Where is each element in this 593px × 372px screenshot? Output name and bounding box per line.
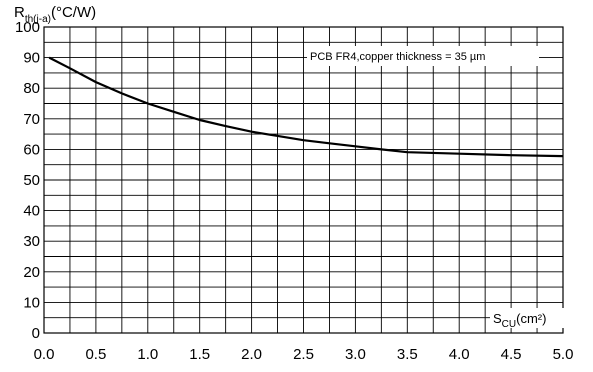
y-tick-label: 20 bbox=[23, 264, 40, 281]
y-tick-label: 30 bbox=[23, 233, 40, 250]
annotation-background bbox=[307, 46, 539, 66]
series-line-rth bbox=[48, 56, 564, 158]
y-axis-label-main: R bbox=[14, 4, 25, 21]
grid-lines bbox=[44, 27, 563, 333]
y-tick-label: 10 bbox=[23, 294, 40, 311]
x-tick-labels: 0.0 0.5 1.0 1.5 2.0 2.5 3.0 3.5 4.0 4.5 5.0 bbox=[34, 346, 574, 363]
annotation-text: PCB FR4,copper thickness = 35 µm bbox=[310, 51, 485, 63]
x-tick-label: 0.0 bbox=[34, 346, 55, 363]
x-axis-label-unit: (cm²) bbox=[516, 311, 546, 326]
x-tick-label: 0.5 bbox=[85, 346, 106, 363]
y-axis-label-unit: (°C/W) bbox=[51, 4, 96, 21]
x-axis-label-background bbox=[490, 308, 566, 328]
y-tick-labels: 0 10 20 30 40 50 60 70 80 90 100 bbox=[15, 19, 40, 342]
x-axis-label: SCU(cm²) bbox=[493, 311, 546, 330]
y-tick-label: 0 bbox=[32, 325, 40, 342]
y-tick-label: 80 bbox=[23, 80, 40, 97]
x-tick-label: 4.5 bbox=[501, 346, 522, 363]
x-axis-label-main: S bbox=[493, 311, 502, 326]
x-tick-label: 3.5 bbox=[397, 346, 418, 363]
y-tick-label: 90 bbox=[23, 50, 40, 67]
x-tick-label: 3.0 bbox=[345, 346, 366, 363]
y-tick-label: 60 bbox=[23, 141, 40, 158]
x-tick-label: 1.5 bbox=[189, 346, 210, 363]
x-tick-label: 2.5 bbox=[293, 346, 314, 363]
y-tick-label: 50 bbox=[23, 172, 40, 189]
y-axis-label: Rth(j-a)(°C/W) bbox=[14, 4, 96, 25]
x-tick-label: 4.0 bbox=[449, 346, 470, 363]
plot-frame bbox=[43, 26, 564, 334]
x-tick-label: 1.0 bbox=[137, 346, 158, 363]
y-axis-label-sub: th(j-a) bbox=[25, 14, 51, 25]
y-tick-label: 70 bbox=[23, 111, 40, 128]
x-tick-label: 2.0 bbox=[241, 346, 262, 363]
x-axis-label-sub: CU bbox=[502, 319, 516, 330]
y-tick-label: 40 bbox=[23, 203, 40, 220]
y-tick-label: 100 bbox=[15, 19, 40, 36]
x-tick-label: 5.0 bbox=[553, 346, 574, 363]
